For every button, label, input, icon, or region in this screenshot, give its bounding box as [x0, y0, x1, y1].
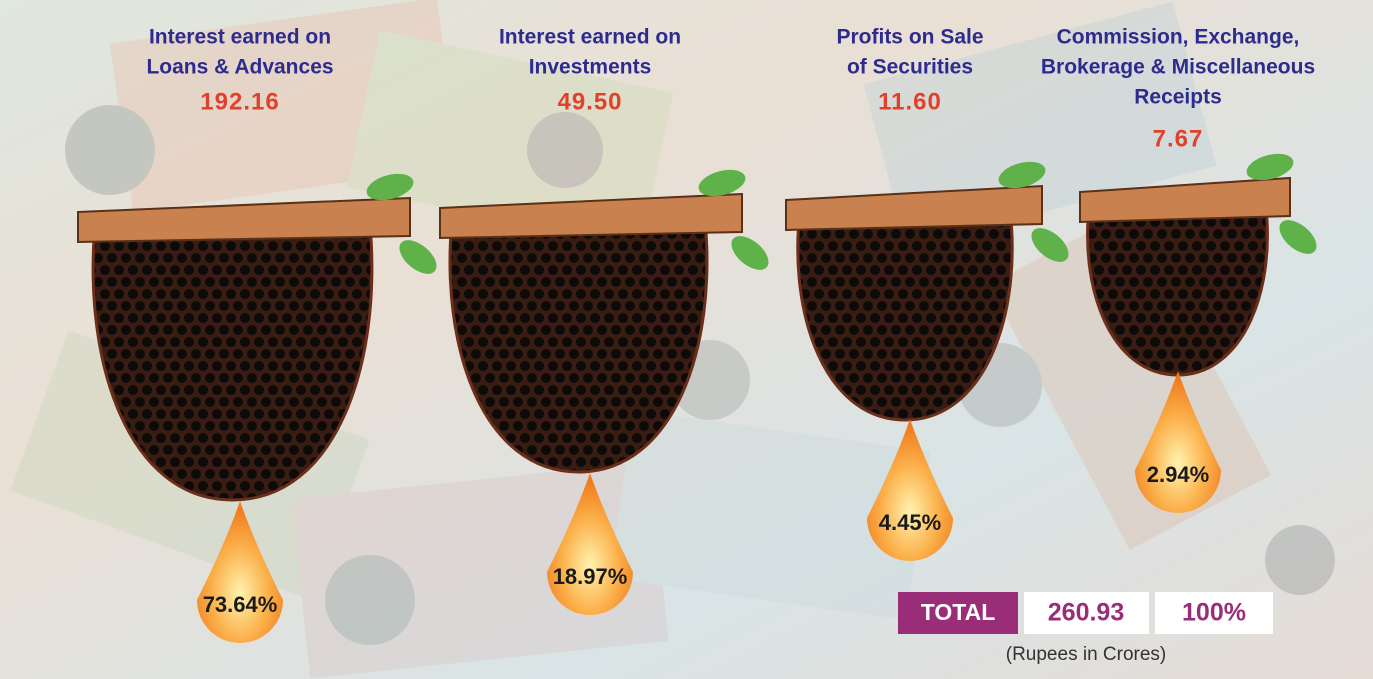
note: (Rupees in Crores) — [1006, 644, 1167, 665]
item-share: 4.45% — [879, 510, 941, 535]
item-share: 73.64% — [203, 592, 278, 617]
item-label: Interest earned on — [499, 26, 681, 49]
total-label: TOTAL — [921, 599, 996, 625]
item-amount: 7.67 — [1153, 125, 1204, 152]
item-amount: 49.50 — [557, 88, 622, 115]
total-amount: 260.93 — [1048, 599, 1124, 627]
total-share: 100% — [1182, 599, 1246, 627]
item-label: Investments — [529, 56, 652, 79]
item-amount: 192.16 — [200, 88, 279, 115]
item-label: Brokerage & Miscellaneous — [1041, 56, 1315, 79]
item-label: Profits on Sale — [836, 26, 983, 49]
item-label: Receipts — [1134, 86, 1222, 109]
item-label: of Securities — [847, 56, 973, 79]
item-label: Commission, Exchange, — [1057, 26, 1300, 49]
item-share: 18.97% — [553, 564, 628, 589]
item-label: Loans & Advances — [146, 56, 333, 79]
item-amount: 11.60 — [878, 88, 942, 115]
infographic: Interest earned on Loans & Advances 192.16… — [0, 0, 1373, 679]
item-share: 2.94% — [1147, 462, 1209, 487]
item-label: Interest earned on — [149, 26, 331, 49]
